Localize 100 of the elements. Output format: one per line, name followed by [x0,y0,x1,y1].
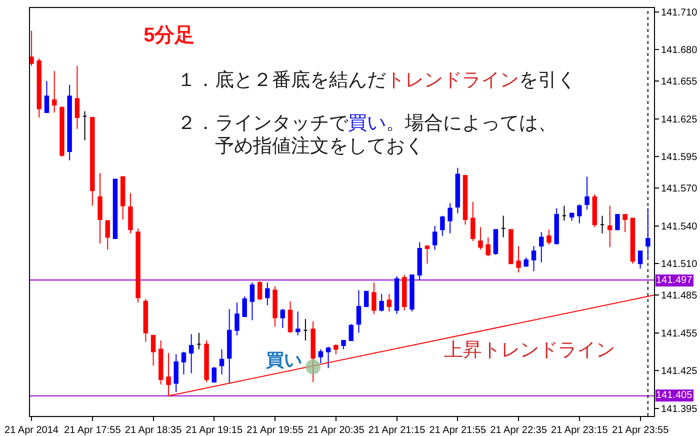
y-tick-label: 141.395 [661,404,698,415]
candlestick [143,298,148,342]
candlestick [364,290,369,307]
candlestick [478,226,483,250]
candlestick [98,172,102,244]
y-tick-label: 141.710 [661,7,698,18]
x-tick-label: 21 Apr 17:55 [64,425,122,436]
candlestick [584,176,590,210]
annotation: 買い [265,350,302,370]
candlestick [348,324,354,341]
candlestick [120,176,126,220]
candlestick [74,65,80,130]
annotation: 買い [348,113,386,134]
candlestick [112,178,118,239]
x-tick-label: 21 Apr 19:15 [186,425,243,436]
y-tick-label: 141.570 [661,184,698,195]
candlestick [622,214,628,233]
candlestick [448,202,452,234]
candlestick [394,276,400,314]
annotation: 上昇トレンドライン [444,340,615,361]
candlestick [546,229,552,246]
candlestick [174,354,178,393]
x-tick-label: 21 Apr 20:35 [308,425,365,436]
candlestick [250,282,255,321]
candlestick [440,215,445,236]
x-tick-label: 21 Apr 21:55 [429,425,486,436]
candlestick [196,332,202,350]
candlestick [608,205,612,248]
ref-line-label: 141.405 [656,390,693,401]
candlestick [242,296,247,318]
candlestick [524,256,529,267]
candlestick [615,214,620,230]
candlestick [630,218,636,264]
candlestick [341,340,346,350]
candlestick [158,340,164,386]
candlestick [379,293,384,312]
candlestick [554,208,559,246]
candlestick [30,30,34,66]
candlestick [150,334,156,366]
annotation: １．底と２番底を結んだ [177,69,386,91]
candlestick [424,246,430,264]
candlestick [219,348,224,375]
candlestick [372,282,376,314]
annotation: を引く [519,70,576,91]
candlestick [410,274,414,312]
x-tick-label: 21 Apr 21:15 [368,425,426,436]
y-tick-label: 141.625 [661,114,698,126]
candlestick [288,300,293,334]
candlestick [44,80,50,114]
x-tick-label: 21 Apr 23:55 [612,425,670,436]
x-tick-label: 21 Apr 23:15 [551,425,608,436]
annotation: トレンドライン [386,70,519,91]
candlestick [417,242,422,280]
annotation: 。場合によっては、 [386,113,557,134]
candlestick [265,282,270,306]
x-tick-label: 21 Apr 18:35 [124,425,182,436]
candlestick [516,246,521,273]
candlestick [326,346,331,369]
candlestick [600,215,605,234]
candlestick [212,366,217,382]
candlestick [592,194,598,228]
candlestick [356,290,362,334]
candlestick [52,70,57,114]
x-tick-label: 21 Apr 2014 [4,425,59,436]
candlestick [272,286,278,328]
candlestick [188,334,194,374]
y-tick-label: 141.510 [661,259,698,270]
annotation: 予め指値注文をしておく [215,135,424,157]
y-tick-label: 141.540 [661,221,698,232]
candlestick [500,215,506,238]
candlestick [36,58,42,118]
x-tick-label: 21 Apr 19:55 [246,425,304,436]
candlestick [257,280,262,301]
candlestick [280,308,286,328]
y-tick-label: 141.425 [661,366,698,378]
annotation: ２．ラインタッチで [177,113,349,134]
y-tick-label: 141.455 [661,328,698,340]
candlestick [234,302,240,336]
candlestick [60,106,64,158]
candlestick [318,348,324,364]
candlestick [493,229,498,256]
candlestick [569,212,574,222]
candlestick [105,220,110,250]
candlestick [462,174,468,226]
candlestick [531,246,536,272]
candlestick [136,228,140,304]
candlestick [204,340,209,382]
candlestick [227,308,232,384]
candlestick [67,84,72,161]
candlestick [577,204,582,224]
y-tick-label: 141.680 [661,45,698,56]
y-tick-label: 141.595 [661,152,698,164]
candlestick [402,274,407,311]
candlestick [432,225,438,250]
candlestick [296,310,300,336]
candlestick [310,321,316,382]
candlestick [334,344,338,355]
candlestick [90,117,95,206]
candlestick [562,205,567,222]
candlestick [470,201,476,242]
